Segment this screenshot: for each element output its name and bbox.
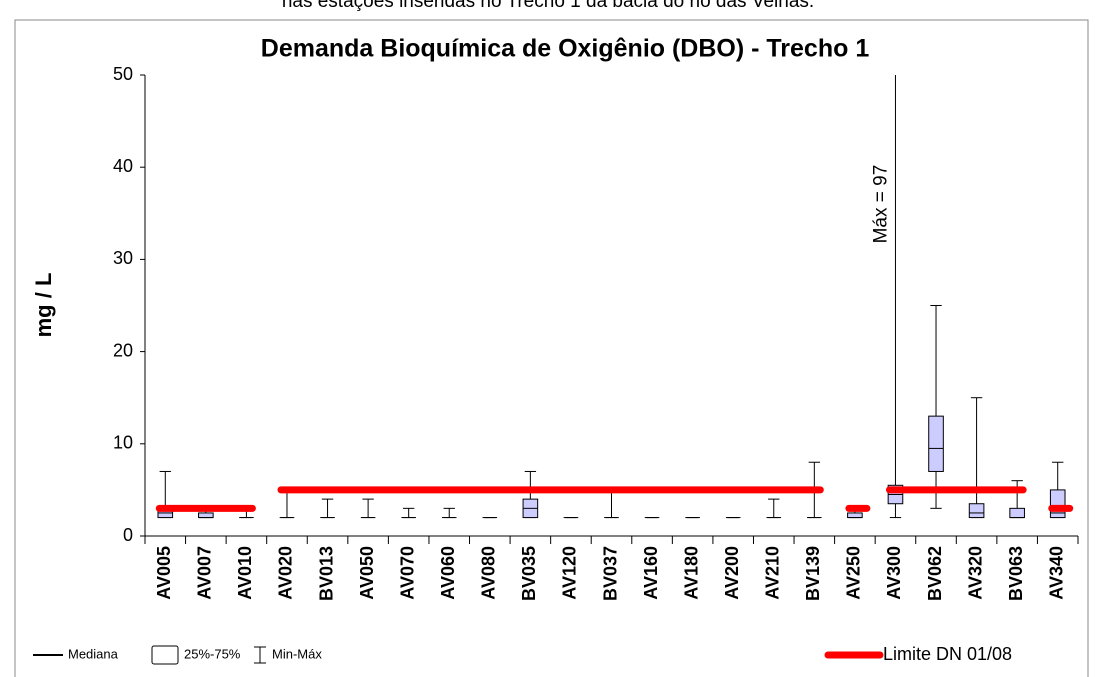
legend-whisker-key xyxy=(254,646,266,664)
x-tick-label: AV080 xyxy=(479,546,499,600)
chart-title: Demanda Bioquímica de Oxigênio (DBO) - T… xyxy=(261,35,870,63)
caption: nas estações inseridas no Trecho 1 da ba… xyxy=(282,0,814,12)
legend-box: 25%-75% xyxy=(184,646,241,661)
y-tick-label: 30 xyxy=(113,248,133,268)
x-tick-label: AV250 xyxy=(844,546,864,600)
x-tick-label: AV070 xyxy=(397,546,417,600)
x-tick-label: AV160 xyxy=(641,546,661,600)
box xyxy=(847,512,863,519)
x-tick-label: BV139 xyxy=(803,546,823,601)
x-tick-label: AV340 xyxy=(1046,546,1066,600)
x-tick-label: AV007 xyxy=(195,546,215,600)
x-tick-label: AV020 xyxy=(276,546,296,600)
x-tick-label: AV005 xyxy=(154,546,174,600)
y-tick-label: 0 xyxy=(123,525,133,545)
x-tick-label: AV180 xyxy=(681,546,701,600)
x-tick-label: AV010 xyxy=(235,546,255,600)
x-tick-label: AV060 xyxy=(438,546,458,600)
box xyxy=(1009,507,1025,519)
y-tick-label: 50 xyxy=(113,64,133,84)
legend-median: Mediana xyxy=(68,646,119,661)
x-tick-label: AV050 xyxy=(357,546,377,600)
x-tick-label: BV013 xyxy=(316,546,336,601)
x-tick-label: AV200 xyxy=(722,546,742,600)
x-tick-label: BV037 xyxy=(600,546,620,601)
chart-frame xyxy=(14,19,1089,677)
y-tick-label: 20 xyxy=(113,340,133,360)
x-tick-label: BV063 xyxy=(1006,546,1026,601)
plot xyxy=(157,75,1066,519)
annotation: Máx = 97 xyxy=(870,165,891,244)
legend-whisker: Min-Máx xyxy=(272,646,322,661)
x-tick-label: BV035 xyxy=(519,546,539,601)
x-tick-label: AV210 xyxy=(763,546,783,600)
y-tick-label: 10 xyxy=(113,433,133,453)
x-tick-label: AV320 xyxy=(965,546,985,600)
x-tick-label: AV300 xyxy=(884,546,904,600)
box xyxy=(198,512,214,519)
y-axis-label: mg / L xyxy=(31,273,56,338)
legend-box-key xyxy=(151,645,179,665)
box xyxy=(928,415,944,472)
box xyxy=(968,503,985,519)
x-tick-label: BV062 xyxy=(925,546,945,601)
x-tick-label: AV120 xyxy=(560,546,580,600)
legend-limit: Limite DN 01/08 xyxy=(883,644,1012,664)
y-tick-label: 40 xyxy=(113,156,133,176)
